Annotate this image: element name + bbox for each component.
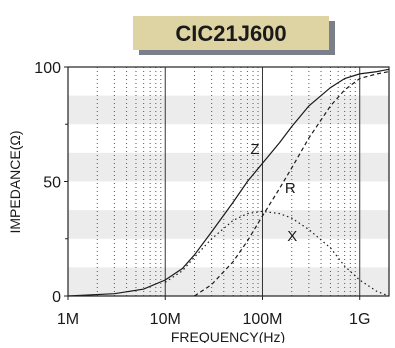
y-axis-label: IMPEDANCE(Ω) — [7, 130, 23, 233]
title-badge — [133, 16, 329, 50]
series-label-r: R — [285, 180, 296, 197]
plot-series: Z R X — [67, 68, 390, 297]
x-axis-label: FREQUENCY(Hz) — [171, 329, 285, 343]
series-label-x: X — [287, 228, 297, 245]
x-tick-label-3: 1G — [349, 311, 370, 328]
x-tick-label-1: 10M — [150, 311, 181, 328]
series-label-z: Z — [250, 141, 259, 158]
chart-title: CIC21J600 — [175, 21, 286, 46]
grid-band-3 — [68, 95, 389, 125]
series-line-r — [194, 71, 390, 297]
grid-band-2 — [68, 152, 389, 182]
plot-axes: 0 50 100 1M 10M 100M 1G — [34, 60, 390, 328]
series-line-z — [67, 68, 390, 297]
x-tick-label-2: 100M — [242, 311, 282, 328]
x-tick-label-0: 1M — [57, 311, 79, 328]
series-line-x — [164, 210, 390, 297]
y-tick-label-0: 0 — [52, 289, 61, 306]
plot-grid — [96, 67, 390, 296]
y-tick-label-2: 100 — [34, 60, 61, 77]
plot-bands — [68, 95, 389, 296]
y-tick-label-1: 50 — [43, 175, 61, 192]
grid-band-0 — [68, 267, 389, 296]
